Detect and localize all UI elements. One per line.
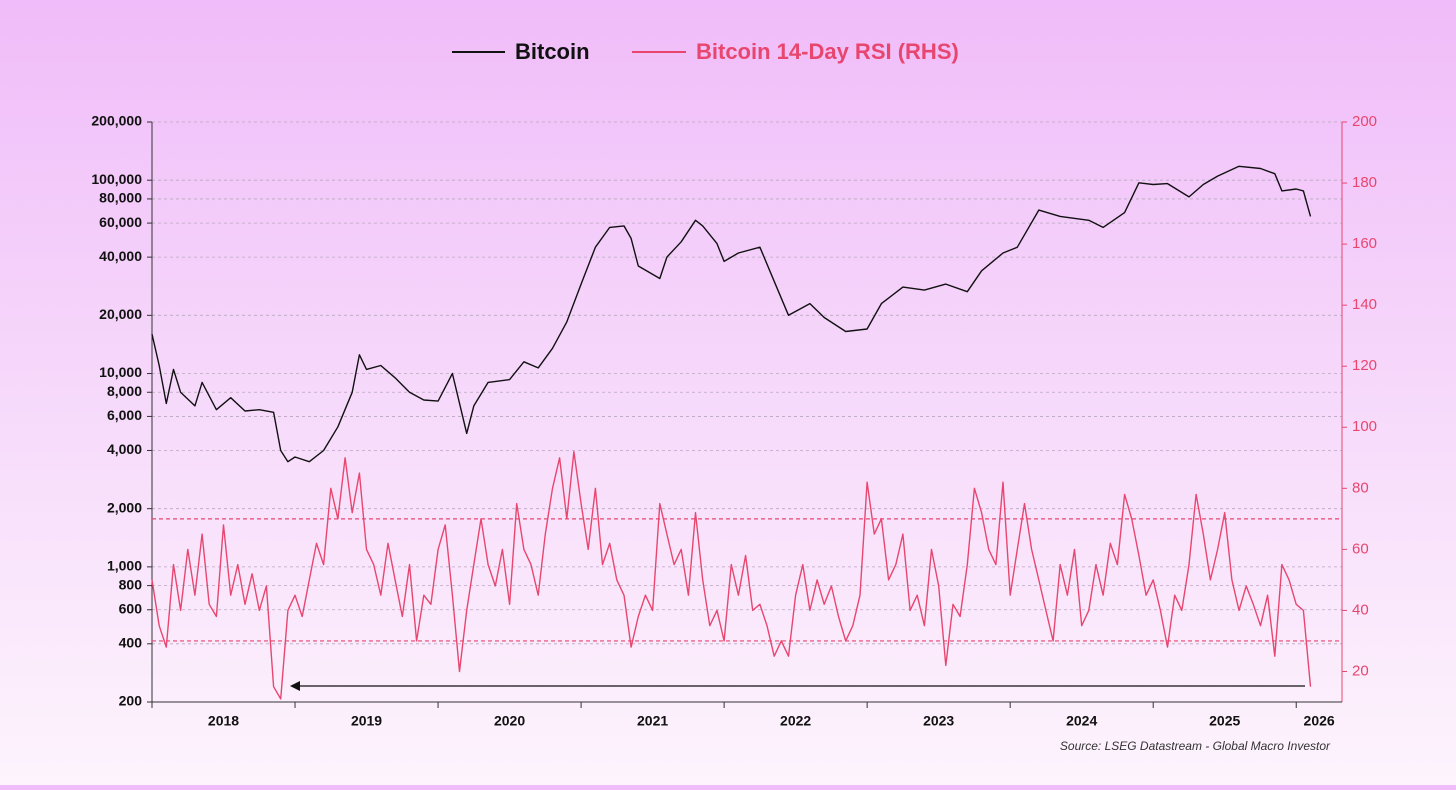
annotation-arrowhead xyxy=(290,681,300,691)
y2-tick-label: 140 xyxy=(1352,296,1377,313)
y-tick-label: 80,000 xyxy=(99,190,142,206)
y2-tick-label: 200 xyxy=(1352,113,1377,130)
y-tick-label: 400 xyxy=(119,635,143,651)
y-tick-label: 600 xyxy=(119,600,143,616)
x-tick-label: 2023 xyxy=(923,713,954,729)
y2-tick-label: 160 xyxy=(1352,235,1377,252)
y2-tick-label: 40 xyxy=(1352,601,1369,618)
source-note: Source: LSEG Datastream - Global Macro I… xyxy=(1060,739,1331,753)
y-tick-label: 6,000 xyxy=(107,407,142,423)
x-tick-label: 2025 xyxy=(1209,713,1240,729)
y-tick-label: 4,000 xyxy=(107,441,142,457)
y-tick-label: 60,000 xyxy=(99,214,142,230)
y2-tick-label: 100 xyxy=(1352,418,1377,435)
y-tick-label: 20,000 xyxy=(99,306,142,322)
y-tick-label: 100,000 xyxy=(91,171,142,187)
series-line xyxy=(151,451,1312,700)
x-tick-label: 2022 xyxy=(780,713,811,729)
y-tick-label: 200,000 xyxy=(91,113,142,129)
y-tick-label: 200 xyxy=(119,693,143,709)
legend-label: Bitcoin 14-Day RSI (RHS) xyxy=(696,39,959,64)
y-tick-label: 40,000 xyxy=(99,248,142,264)
legend-label: Bitcoin xyxy=(515,39,590,64)
series-line xyxy=(151,165,1312,463)
y2-tick-label: 180 xyxy=(1352,174,1377,191)
x-tick-label: 2024 xyxy=(1066,713,1097,729)
y-tick-label: 2,000 xyxy=(107,499,142,515)
y2-tick-label: 80 xyxy=(1352,479,1369,496)
y2-tick-label: 60 xyxy=(1352,540,1369,557)
y-tick-label: 8,000 xyxy=(107,383,142,399)
x-tick-label: 2020 xyxy=(494,713,525,729)
x-tick-label: 2026 xyxy=(1304,713,1335,729)
y-tick-label: 800 xyxy=(119,576,143,592)
y-tick-label: 10,000 xyxy=(99,364,142,380)
x-tick-label: 2021 xyxy=(637,713,668,729)
x-tick-label: 2018 xyxy=(208,713,239,729)
x-tick-label: 2019 xyxy=(351,713,382,729)
y2-tick-label: 120 xyxy=(1352,357,1377,374)
y-tick-label: 1,000 xyxy=(107,558,142,574)
y2-tick-label: 20 xyxy=(1352,662,1369,679)
